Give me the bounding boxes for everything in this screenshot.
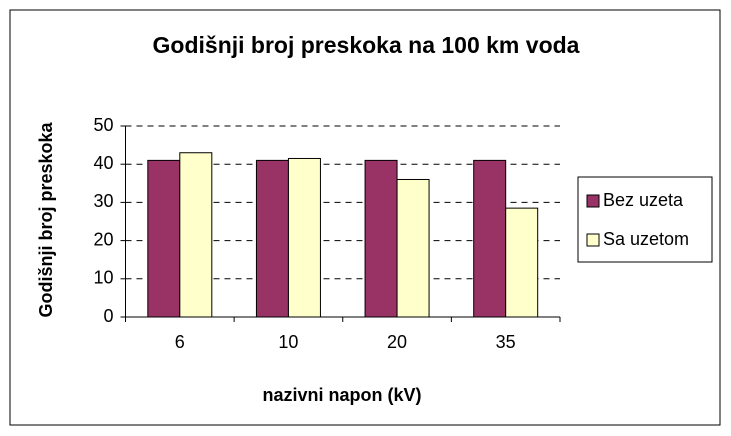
bar bbox=[255, 159, 289, 318]
x-tick-label: 10 bbox=[278, 332, 298, 352]
x-tick-label: 6 bbox=[175, 332, 185, 352]
x-tick-label: 35 bbox=[496, 332, 516, 352]
y-axis-label: Godišnji broj preskoka bbox=[36, 121, 56, 317]
bar bbox=[505, 207, 539, 318]
chart-title: Godišnji broj preskoka na 100 km voda bbox=[153, 32, 580, 58]
legend-label: Bez uzeta bbox=[603, 190, 684, 210]
y-tick-label: 0 bbox=[103, 306, 113, 326]
legend bbox=[577, 176, 713, 263]
bar bbox=[473, 159, 507, 318]
legend-label: Sa uzetom bbox=[603, 229, 689, 249]
bar bbox=[396, 178, 430, 318]
y-tick-label: 30 bbox=[93, 191, 113, 211]
y-tick-label: 50 bbox=[93, 115, 113, 135]
x-axis-label: nazivni napon (kV) bbox=[262, 385, 421, 405]
legend-swatch bbox=[586, 194, 600, 208]
bar bbox=[179, 152, 213, 318]
y-tick-label: 40 bbox=[93, 153, 113, 173]
y-tick-label: 20 bbox=[93, 229, 113, 249]
x-tick-label: 20 bbox=[387, 332, 407, 352]
legend-swatch bbox=[586, 233, 600, 247]
bar bbox=[287, 157, 321, 318]
bar bbox=[364, 159, 398, 318]
y-tick-label: 10 bbox=[93, 268, 113, 288]
bar bbox=[147, 159, 181, 318]
